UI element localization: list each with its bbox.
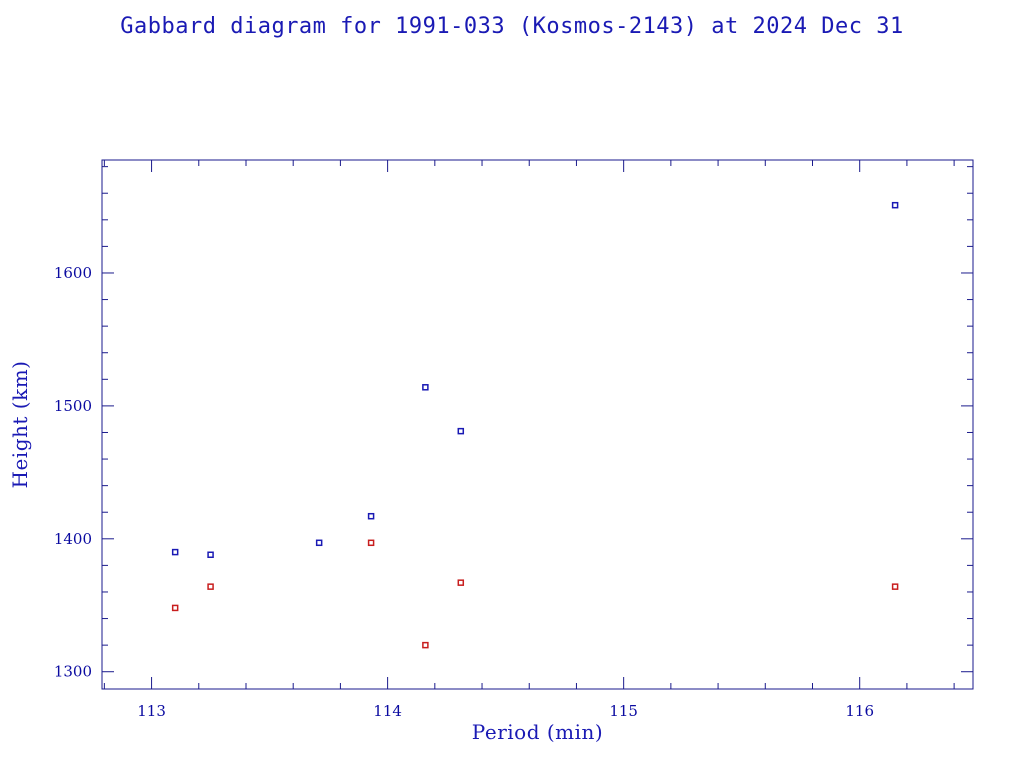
data-point-series-2 [457,579,465,586]
data-point-series-1 [422,384,429,391]
y-axis-label: Height (km) [8,361,32,489]
x-tick-label: 115 [609,702,638,720]
data-point-series-1 [367,512,375,520]
y-tick-label: 1600 [54,264,92,282]
axis-ticks [102,160,973,689]
data-point-series-1 [171,548,179,556]
data-point-series-2 [422,641,429,649]
plot-frame [101,159,974,690]
data-points [171,201,899,649]
data-point-series-1 [315,539,323,547]
x-axis-label: Period (min) [472,720,603,744]
x-tick-label: 113 [137,702,166,720]
chart-title: Gabbard diagram for 1991-033 (Kosmos-214… [120,14,904,39]
data-point-series-1 [207,551,214,559]
data-point-series-2 [367,539,375,547]
data-point-series-1 [891,201,899,209]
data-point-series-2 [171,604,179,612]
tick-labels: 113 114 115 116 1300 1400 1500 1600 [54,264,874,720]
data-point-series-2 [891,583,899,590]
y-tick-label: 1400 [54,530,92,548]
x-tick-label: 116 [845,702,874,720]
y-tick-label: 1300 [54,663,92,681]
y-tick-label: 1500 [54,397,92,415]
x-tick-label: 114 [373,702,402,720]
data-point-series-2 [207,583,214,590]
data-point-series-1 [457,427,465,435]
